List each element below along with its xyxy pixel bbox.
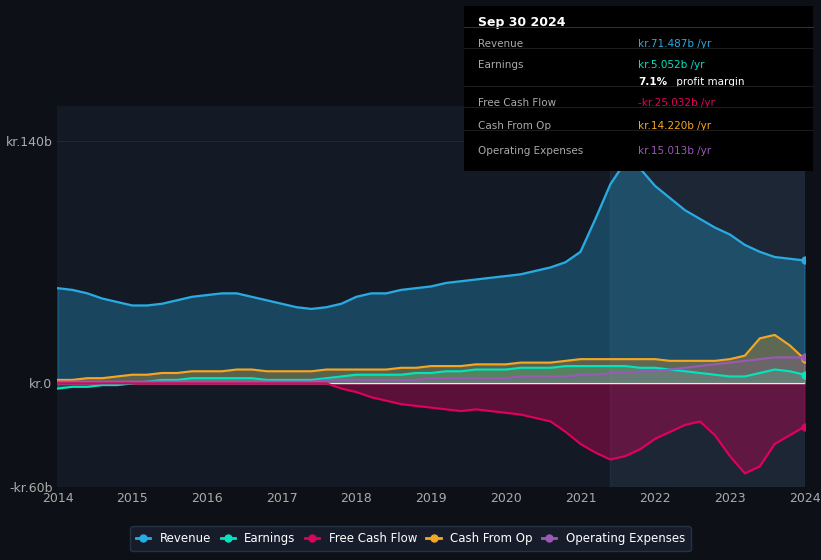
Legend: Revenue, Earnings, Free Cash Flow, Cash From Op, Operating Expenses: Revenue, Earnings, Free Cash Flow, Cash …: [131, 526, 690, 551]
Text: -kr.25.032b /yr: -kr.25.032b /yr: [639, 98, 715, 108]
Text: kr.5.052b /yr: kr.5.052b /yr: [639, 60, 704, 70]
Text: Free Cash Flow: Free Cash Flow: [478, 98, 556, 108]
Text: Revenue: Revenue: [478, 39, 523, 49]
Text: Sep 30 2024: Sep 30 2024: [478, 16, 566, 29]
Text: Earnings: Earnings: [478, 60, 523, 70]
Text: Cash From Op: Cash From Op: [478, 122, 551, 131]
Text: kr.71.487b /yr: kr.71.487b /yr: [639, 39, 712, 49]
Text: kr.14.220b /yr: kr.14.220b /yr: [639, 122, 712, 131]
Text: kr.15.013b /yr: kr.15.013b /yr: [639, 146, 712, 156]
Text: profit margin: profit margin: [673, 77, 745, 87]
Text: 7.1%: 7.1%: [639, 77, 667, 87]
Bar: [610, 106, 805, 487]
Text: Operating Expenses: Operating Expenses: [478, 146, 583, 156]
